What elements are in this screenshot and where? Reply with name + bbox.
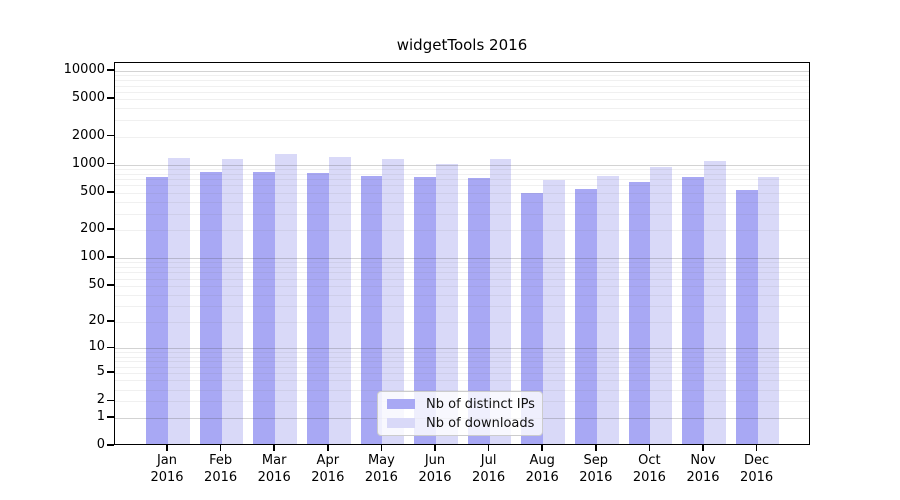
y-tick-label: 1 <box>96 408 105 424</box>
bar-distinct-ips-apr <box>307 172 329 444</box>
y-tickmark <box>107 162 114 165</box>
x-tickmark <box>648 445 651 451</box>
legend-swatch-distinct-ips <box>387 399 415 409</box>
y-tickmark <box>107 284 114 286</box>
chart-title: widgetTools 2016 <box>396 36 528 54</box>
x-tickmark <box>595 445 597 451</box>
y-tick-label: 0 <box>96 437 105 452</box>
bar-downloads-apr <box>328 157 351 444</box>
y-tickmark <box>107 371 114 373</box>
y-tick-label: 200 <box>80 221 105 237</box>
bar-distinct-ips-nov <box>682 176 704 444</box>
bar-distinct-ips-jan <box>146 177 168 444</box>
y-tick-label: 10000 <box>63 61 105 77</box>
y-tick-label: 5 <box>96 364 105 380</box>
bar-downloads-dec <box>757 177 780 444</box>
y-tickmark <box>107 320 114 322</box>
y-tickmark <box>107 416 114 418</box>
x-tick-label: Jan 2016 <box>150 453 184 485</box>
bar-distinct-ips-oct <box>628 181 651 444</box>
bar-downloads-jan <box>168 157 190 444</box>
x-tick-label: Oct 2016 <box>632 453 666 485</box>
y-tick-label: 50 <box>88 276 105 292</box>
y-tickmark <box>107 191 114 193</box>
bar-downloads-oct <box>650 166 673 444</box>
legend: Nb of distinct IPs Nb of downloads <box>377 391 543 436</box>
bar-downloads-mar <box>275 153 297 444</box>
legend-row-downloads: Nb of downloads <box>387 415 535 431</box>
bar-downloads-nov <box>704 160 726 444</box>
x-tickmark <box>702 445 704 451</box>
legend-row-distinct-ips: Nb of distinct IPs <box>387 396 535 412</box>
y-tickmark <box>107 399 114 402</box>
bar-distinct-ips-jun <box>414 176 436 444</box>
legend-swatch-downloads <box>387 418 415 428</box>
x-tick-label: Jun 2016 <box>418 453 452 485</box>
bar-downloads-may <box>382 158 405 444</box>
y-tickmark <box>107 69 114 71</box>
bar-distinct-ips-mar <box>253 172 276 444</box>
legend-label-downloads: Nb of downloads <box>426 415 535 431</box>
bar-downloads-aug <box>543 179 565 444</box>
bar-downloads-jul <box>489 158 512 444</box>
x-tickmark <box>380 445 383 451</box>
y-tickmark <box>107 228 114 230</box>
x-tick-label: Mar 2016 <box>257 453 291 485</box>
x-tick-label: Feb 2016 <box>204 453 238 485</box>
x-tickmark <box>219 445 222 451</box>
y-tick-label: 2000 <box>71 127 105 143</box>
y-tick-label: 10 <box>88 339 105 355</box>
bar-distinct-ips-aug <box>521 192 544 444</box>
x-tick-label: Jul 2016 <box>472 453 506 485</box>
bar-distinct-ips-may <box>360 176 383 444</box>
bar-distinct-ips-sep <box>575 188 597 444</box>
x-tickmark <box>541 445 543 451</box>
x-tickmark <box>273 445 275 451</box>
legend-label-distinct-ips: Nb of distinct IPs <box>426 396 535 412</box>
y-tick-label: 20 <box>88 313 105 329</box>
x-tickmark <box>327 445 329 451</box>
x-tick-label: Sep 2016 <box>579 453 613 485</box>
bar-downloads-sep <box>596 176 619 444</box>
y-tickmark <box>107 97 114 99</box>
x-tick-label: Dec 2016 <box>740 453 774 485</box>
x-tickmark <box>166 445 168 451</box>
plot-area <box>114 62 810 445</box>
bar-downloads-jun <box>436 163 458 444</box>
y-tickmark <box>107 256 114 258</box>
x-tick-label: Nov 2016 <box>686 453 720 485</box>
y-tick-label: 100 <box>80 249 105 265</box>
bar-downloads-feb <box>221 158 244 444</box>
y-tickmark <box>107 134 114 137</box>
y-tick-label: 500 <box>80 183 105 199</box>
x-tickmark <box>755 445 758 451</box>
y-tickmark <box>107 346 114 349</box>
y-tick-label: 2 <box>96 392 105 408</box>
y-tickmark <box>107 444 114 446</box>
y-tick-label: 1000 <box>71 155 105 171</box>
x-tick-label: Aug 2016 <box>525 453 559 485</box>
x-tick-label: Apr 2016 <box>311 453 345 485</box>
x-tickmark <box>487 445 490 451</box>
x-tickmark <box>434 445 436 451</box>
bars-layer <box>115 63 809 444</box>
bar-distinct-ips-feb <box>199 171 222 444</box>
bar-distinct-ips-jul <box>467 178 490 444</box>
y-tick-label: 5000 <box>71 90 105 106</box>
x-tick-label: May 2016 <box>364 453 398 485</box>
bar-distinct-ips-dec <box>735 190 758 444</box>
